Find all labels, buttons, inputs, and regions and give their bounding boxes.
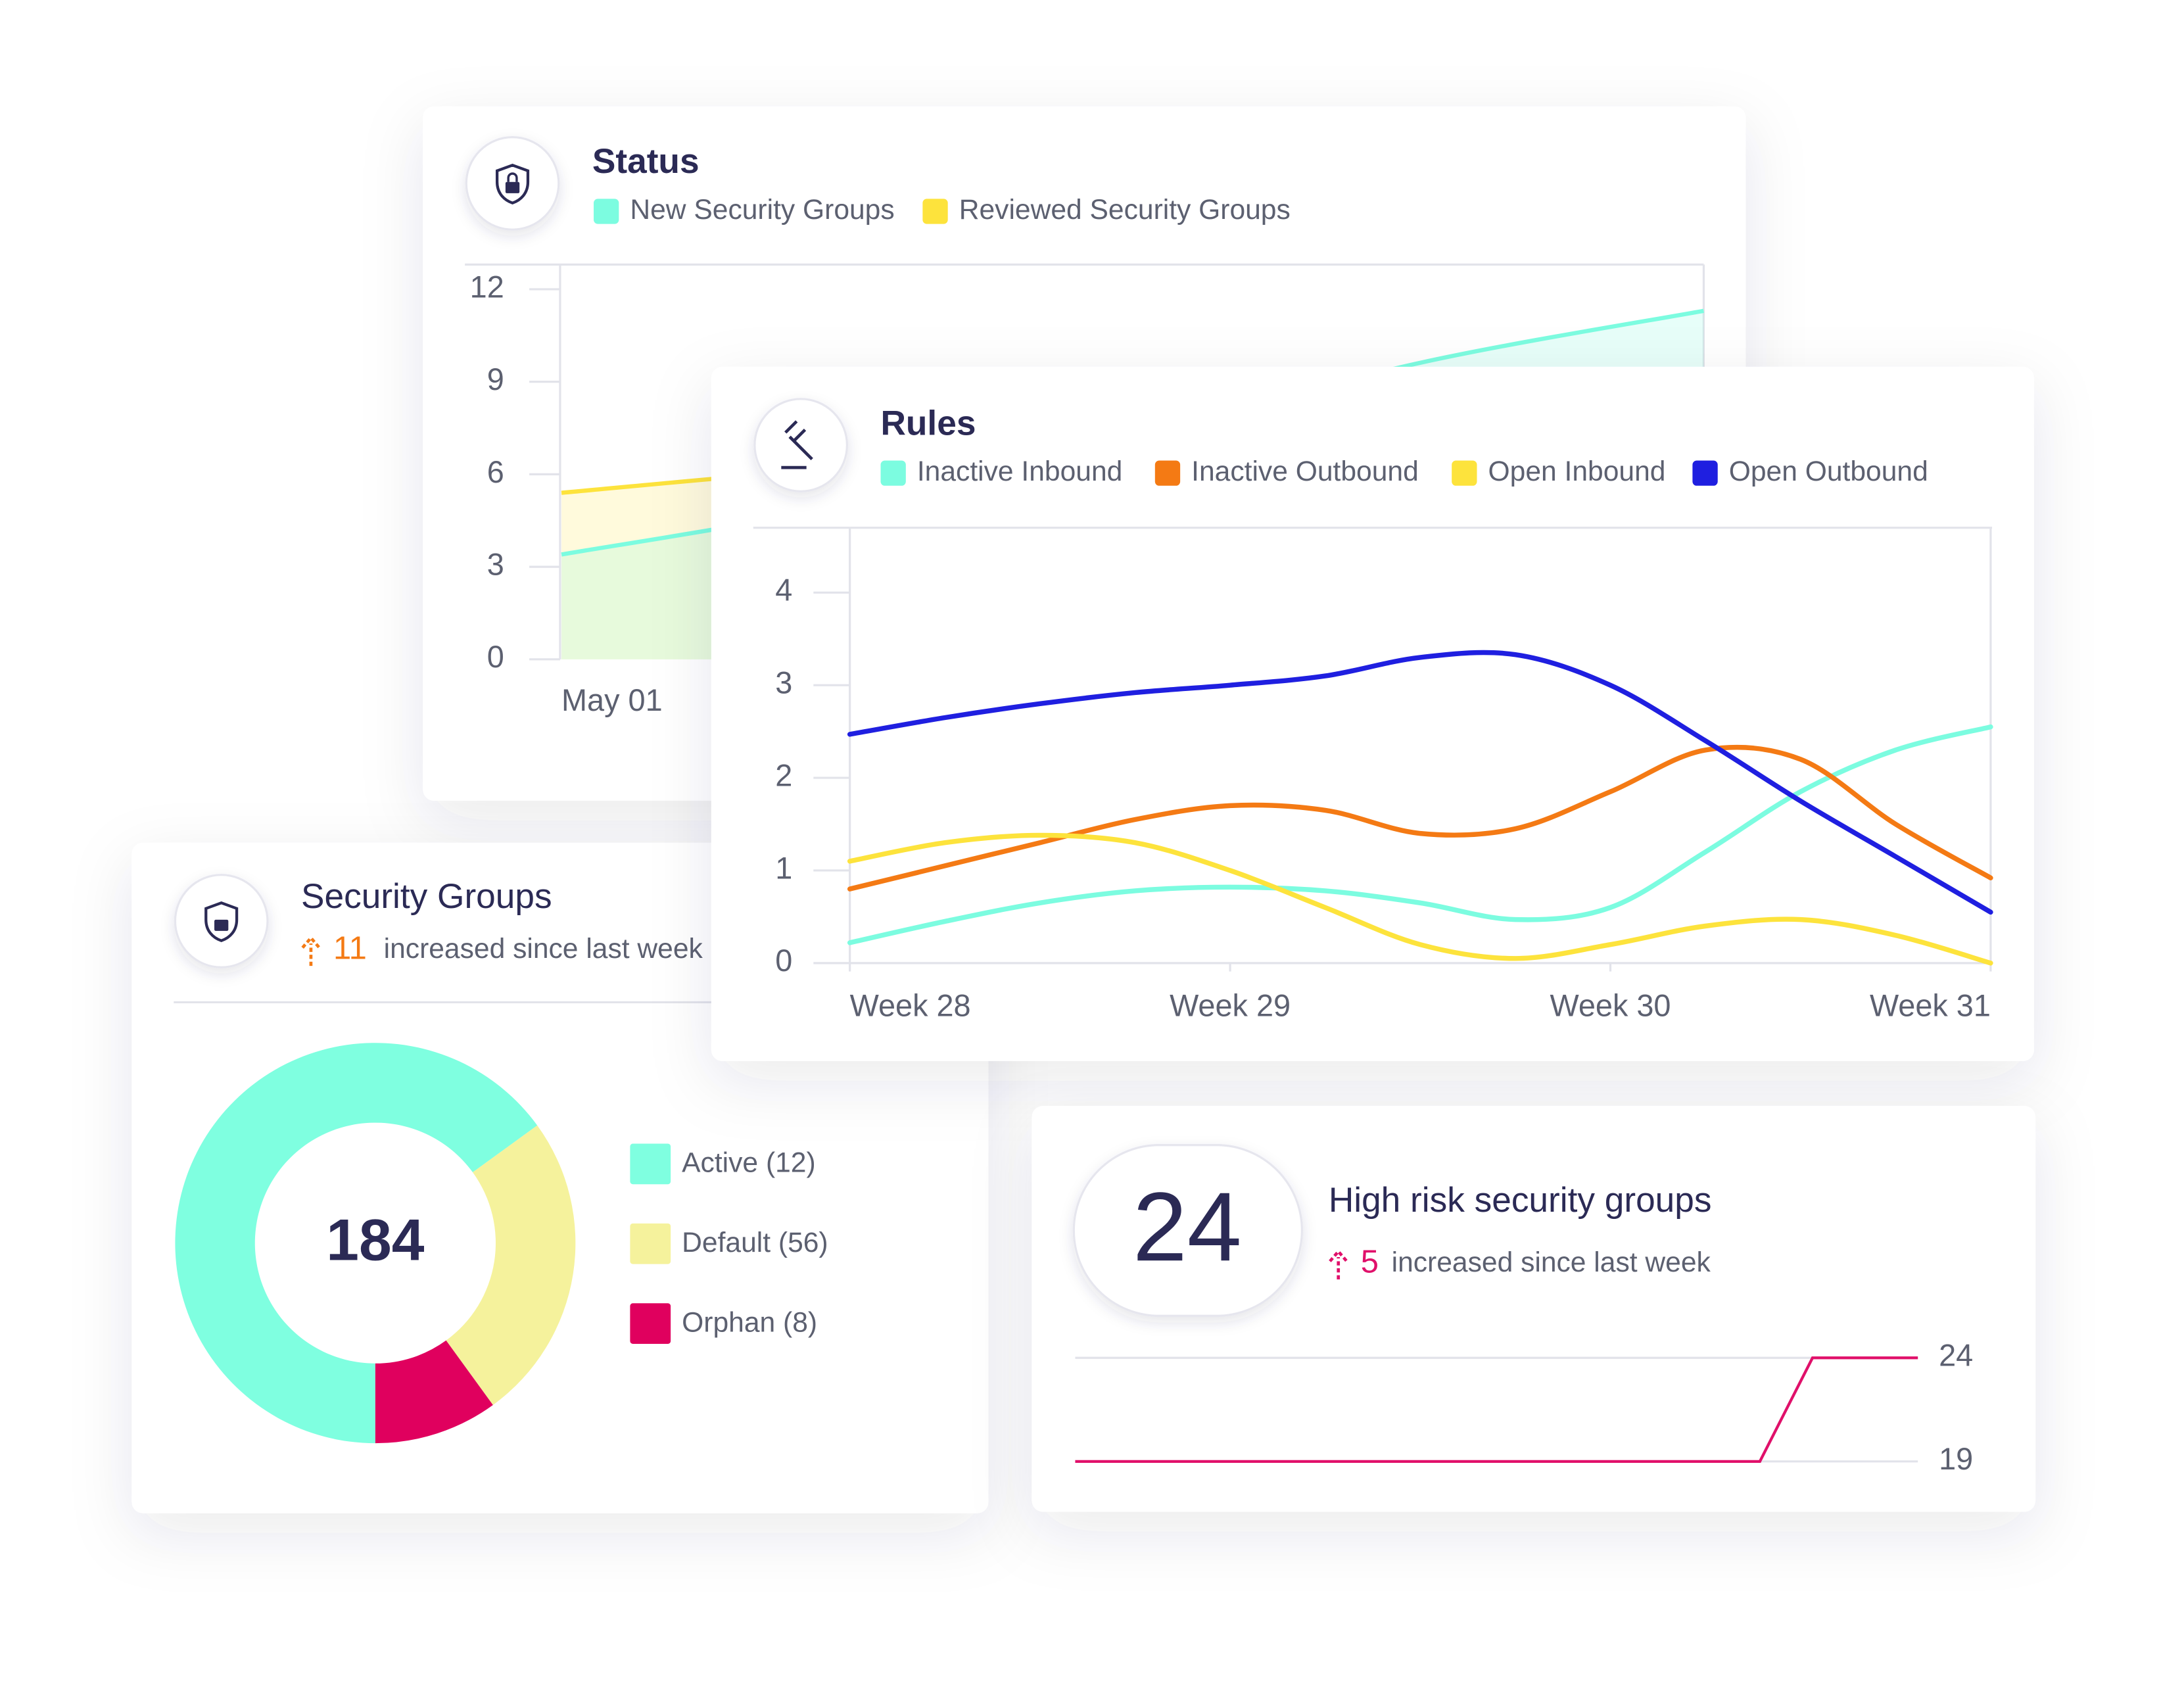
gavel-icon [781, 420, 813, 469]
legend-label: Open Outbound [1729, 456, 1928, 487]
donut-slice [375, 1340, 493, 1444]
x-tick-label: May 01 [561, 683, 663, 717]
x-tick-label: Week 30 [1550, 988, 1671, 1022]
lock-shackle [507, 172, 518, 182]
y-tick-label: 24 [1939, 1339, 1973, 1373]
legend-label: Reviewed Security Groups [959, 194, 1291, 226]
y-tick-label: 3 [487, 547, 504, 581]
legend-label: Inactive Inbound [917, 456, 1122, 487]
up-arrow [301, 935, 321, 966]
legend-swatch [1452, 460, 1477, 486]
legend-label: Inactive Outbound [1191, 456, 1419, 487]
up-arrow [1329, 1249, 1348, 1280]
legend-swatch [594, 199, 619, 224]
change-value: 11 [333, 931, 367, 966]
shield-icon [204, 901, 239, 943]
card [711, 366, 2034, 1061]
legend-swatch [630, 1303, 671, 1344]
shield-icon [495, 163, 530, 204]
donut-slice [446, 1125, 576, 1405]
legend-label: Active (12) [682, 1147, 816, 1179]
legend-swatch [630, 1143, 671, 1185]
x-tick-label: Week 29 [1170, 988, 1291, 1022]
current-value: 24 [1133, 1172, 1242, 1281]
y-tick-label: 0 [487, 640, 504, 674]
change-label: increased since last week [384, 933, 703, 965]
y-tick-label: 4 [775, 573, 792, 607]
y-tick-label: 9 [487, 362, 504, 396]
donut-slice [175, 1043, 538, 1444]
legend-label: Open Inbound [1488, 456, 1666, 487]
y-tick-label: 3 [775, 666, 792, 700]
legend-swatch [880, 460, 906, 486]
rules-card: Rules Inactive Inbound Inactive Outbound O… [711, 366, 2034, 1061]
series-line [847, 744, 1993, 892]
card-title: High risk security groups [1329, 1181, 1712, 1220]
card-title: Rules [881, 404, 976, 442]
sparkline [1075, 1356, 1918, 1463]
legend-swatch [922, 199, 948, 224]
value-pill [1072, 1144, 1303, 1317]
legend-label: Default (56) [682, 1227, 828, 1258]
legend-swatch [630, 1223, 671, 1264]
y-tick-label: 12 [470, 270, 504, 304]
series-line [847, 832, 1993, 966]
legend-label: New Security Groups [630, 194, 894, 226]
y-tick-label: 0 [775, 943, 792, 978]
lock-icon [505, 181, 520, 193]
legend-swatch [1692, 460, 1718, 486]
lock-icon [214, 919, 229, 931]
series-line [847, 724, 1993, 945]
card-title: Security Groups [301, 877, 552, 916]
x-tick-label: Week 28 [850, 988, 971, 1022]
change-value: 5 [1361, 1245, 1379, 1280]
series-line [847, 650, 1993, 915]
y-tick-label: 2 [775, 758, 792, 792]
y-tick-label: 6 [487, 455, 504, 489]
legend-swatch [1154, 460, 1181, 486]
x-tick-label: Week 31 [1870, 988, 1991, 1022]
high-risk-card: 24 High risk security groups 5 increased… [1032, 1106, 2036, 1512]
change-label: increased since last week [1392, 1247, 1711, 1278]
y-tick-label: 19 [1939, 1442, 1973, 1476]
donut-total: 184 [326, 1206, 424, 1272]
icon-circle [753, 398, 848, 492]
card-title: Status [592, 142, 700, 181]
legend-label: Orphan (8) [682, 1306, 817, 1338]
y-tick-label: 1 [775, 851, 792, 885]
